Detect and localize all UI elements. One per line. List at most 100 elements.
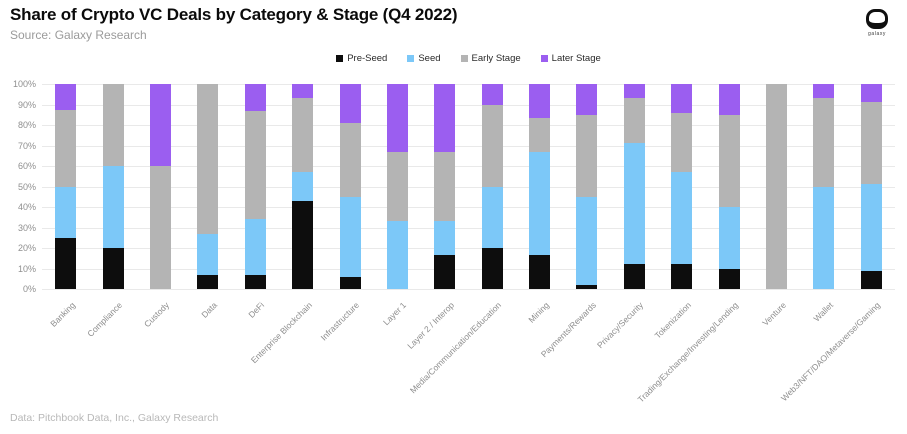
bar-segment	[813, 84, 835, 99]
bar-slot	[184, 84, 231, 289]
bar-slot	[374, 84, 421, 289]
bar-slot	[469, 84, 516, 289]
bar-segment	[766, 84, 788, 289]
bar-segment	[339, 84, 361, 123]
bar-segment	[623, 84, 645, 99]
stacked-bar	[529, 84, 551, 289]
bar-segment	[244, 110, 266, 220]
x-tick-label: Banking	[47, 300, 77, 329]
y-tick-label: 40%	[17, 202, 36, 212]
gridline	[42, 145, 895, 147]
gridline	[42, 84, 895, 85]
bar-segment	[55, 84, 77, 110]
stacked-bar	[481, 84, 503, 289]
bar-segment	[244, 274, 266, 289]
legend-label: Seed	[418, 53, 441, 64]
bar-segment	[623, 98, 645, 144]
bar-slot	[421, 84, 468, 289]
galaxy-logo-text: galaxy	[867, 31, 887, 37]
galaxy-logo-icon	[866, 9, 888, 29]
x-tick-label: Data	[199, 300, 219, 320]
y-tick-label: 70%	[17, 140, 36, 151]
y-axis-labels: 0% 10% 20% 30% 40% 50% 60% 70% 80% 90% 100%	[0, 79, 36, 294]
gridline	[42, 207, 895, 208]
bar-segment	[386, 220, 408, 289]
stacked-bar	[292, 84, 314, 289]
stacked-bar	[576, 84, 598, 289]
y-tick-label: 30%	[17, 222, 36, 233]
bar-segment	[292, 98, 314, 173]
bar-slot	[89, 84, 136, 289]
bar-segment	[576, 284, 598, 289]
bar-segment	[481, 248, 503, 289]
stacked-bar	[434, 84, 456, 289]
bar-segment	[434, 254, 456, 289]
bar-segment	[55, 237, 77, 289]
plot-area	[42, 84, 895, 290]
bar-segment	[55, 109, 77, 187]
gridline	[42, 248, 895, 249]
x-tick-label: DeFi	[246, 300, 267, 320]
bar-segment	[386, 84, 408, 153]
bar-segment	[339, 276, 361, 289]
bar-segment	[860, 184, 882, 271]
bar-segment	[481, 84, 503, 105]
bar-segment	[481, 104, 503, 187]
bar-segment	[671, 112, 693, 173]
x-tick-label: Layer 1	[381, 300, 409, 328]
bar-segment	[434, 84, 456, 153]
gridline	[42, 104, 895, 106]
bar-segment	[102, 166, 124, 248]
legend-label: Pre-Seed	[347, 53, 388, 64]
gridline	[42, 166, 895, 167]
chart-title: Share of Crypto VC Deals by Category & S…	[10, 5, 458, 24]
bar-slot	[753, 84, 800, 289]
bar-segment	[529, 254, 551, 289]
bar-slot	[232, 84, 279, 289]
bar-slot	[516, 84, 563, 289]
x-tick-label: Venture	[759, 300, 788, 328]
stacked-bar	[244, 84, 266, 289]
bar-segment	[529, 118, 551, 153]
legend: Pre-Seed Seed Early Stage Later Stage	[42, 53, 895, 64]
stacked-bar	[766, 84, 788, 289]
stacked-bar	[102, 84, 124, 289]
stacked-bar	[623, 84, 645, 289]
x-tick-label: Custody	[142, 300, 172, 330]
gridline	[42, 268, 895, 270]
stacked-bar	[718, 84, 740, 289]
bar-slot	[800, 84, 847, 289]
legend-label: Early Stage	[471, 53, 521, 64]
legend-swatch-icon	[336, 55, 344, 62]
bar-segment	[339, 196, 361, 277]
x-tick-label: Media/Communication/Education	[407, 300, 504, 396]
x-tick-label: Layer 2 / Interop	[405, 300, 456, 351]
bar-segment	[102, 84, 124, 166]
x-tick-label: Tokenization	[652, 300, 693, 341]
gridline	[42, 227, 895, 229]
bar-segment	[102, 248, 124, 289]
stacked-bar	[671, 84, 693, 289]
bar-segment	[292, 200, 314, 289]
stacked-bar	[339, 84, 361, 289]
legend-swatch-icon	[407, 55, 415, 62]
bar-segment	[339, 122, 361, 197]
bar-segment	[244, 84, 266, 111]
bar-segment	[718, 84, 740, 115]
legend-label: Later Stage	[551, 53, 601, 64]
bar-slot	[137, 84, 184, 289]
bar-segment	[718, 207, 740, 269]
stacked-bar	[197, 84, 219, 289]
bar-segment	[671, 172, 693, 265]
x-tick-label: Privacy/Security	[595, 300, 646, 351]
x-tick-label: Infrastructure	[318, 300, 362, 343]
bar-segment	[149, 166, 171, 289]
bar-slot	[326, 84, 373, 289]
bar-slot	[658, 84, 705, 289]
bar-segment	[481, 186, 503, 248]
stacked-bar	[860, 84, 882, 289]
x-axis-labels: Banking Compliance Custody Data DeFi Enterpri…	[42, 292, 895, 404]
bar-segment	[671, 264, 693, 289]
y-tick-label: 80%	[17, 120, 36, 130]
legend-swatch-icon	[540, 55, 548, 62]
